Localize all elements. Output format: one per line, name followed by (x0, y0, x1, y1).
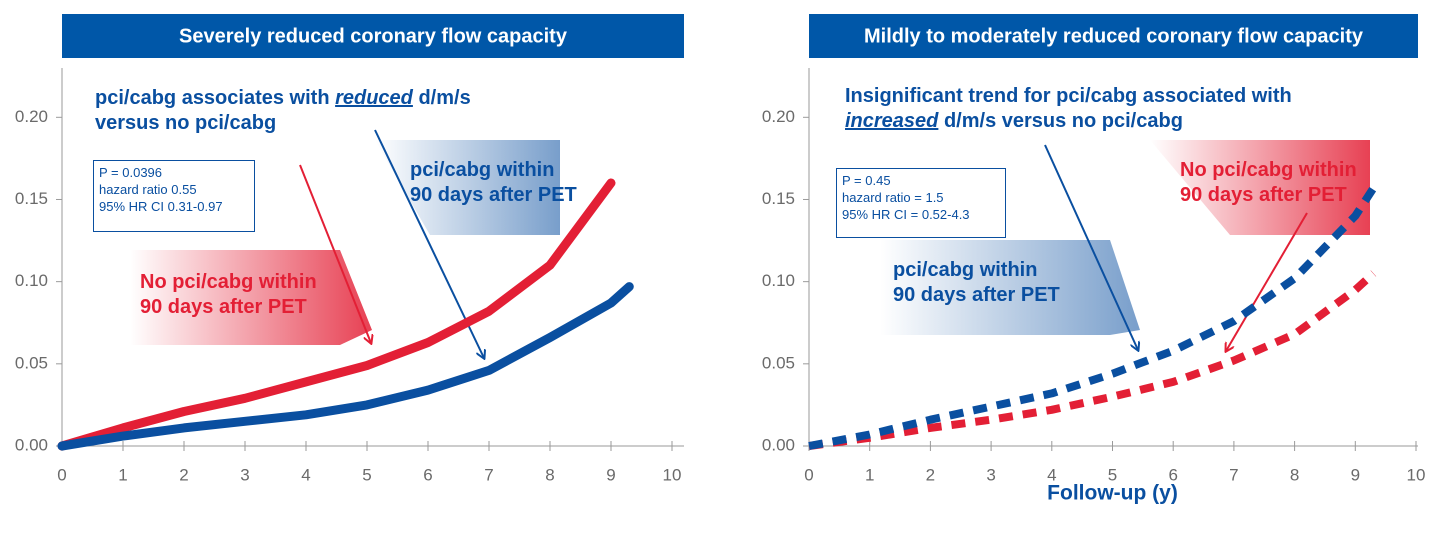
x-tick-label: 9 (1351, 465, 1360, 484)
y-tick-label: 0.20 (762, 107, 795, 126)
arrow (299, 164, 371, 343)
series-line (57, 178, 616, 451)
annotation: pci/cabg associates with reduced d/m/s v… (95, 86, 520, 136)
annotation-part: d/m/s versus no pci/cabg (95, 87, 471, 134)
x-tick-label: 5 (362, 465, 371, 484)
y-tick-label: 0.05 (15, 353, 48, 372)
x-tick-label: 9 (606, 465, 615, 484)
x-axis-title: Follow-up (y) (1047, 482, 1178, 505)
x-tick-label: 6 (423, 465, 432, 484)
x-tick-label: 4 (1047, 465, 1056, 484)
annotation: Insignificant trend for pci/cabg associa… (845, 84, 1315, 134)
annotation-part: reduced (335, 87, 413, 109)
annotation-part: pci/cabg associates with (95, 87, 330, 109)
stats-line: 95% HR CI 0.31-0.97 (99, 199, 223, 214)
x-tick-label: 6 (1168, 465, 1177, 484)
annotation-part: d/m/s versus no pci/cabg (943, 110, 1183, 132)
series-label: pci/cabg within 90 days after PET (893, 259, 1060, 306)
series-line (808, 185, 1377, 450)
y-tick-label: 0.00 (762, 435, 795, 454)
y-tick-label: 0.15 (15, 189, 48, 208)
stats-line: 95% HR CI = 0.52-4.3 (842, 207, 970, 222)
stats-box: P = 0.0396 hazard ratio 0.55 95% HR CI 0.3… (93, 160, 255, 232)
label-background (375, 140, 560, 235)
stats-line: hazard ratio = 1.5 (842, 190, 944, 205)
x-tick-label: 0 (57, 465, 66, 484)
series-label: No pci/cabg within 90 days after PET (140, 271, 317, 318)
x-tick-label: 10 (1407, 465, 1426, 484)
x-tick-label: 5 (1108, 465, 1117, 484)
y-tick-label: 0.15 (762, 189, 795, 208)
y-tick-label: 0.10 (15, 271, 48, 290)
x-tick-label: 4 (301, 465, 310, 484)
label-background (130, 250, 372, 345)
x-tick-label: 10 (663, 465, 682, 484)
x-tick-label: 2 (926, 465, 935, 484)
y-tick-label: 0.05 (762, 353, 795, 372)
series-label: pci/cabg within 90 days after PET (410, 159, 577, 206)
chart-title: Severely reduced coronary flow capacity (179, 25, 568, 47)
series-label: No pci/cabg within 90 days after PET (1180, 159, 1357, 206)
stats-line: P = 0.45 (842, 173, 891, 188)
annotation-part: Insignificant trend for pci/cabg associa… (845, 85, 1292, 107)
series-line (808, 270, 1377, 450)
arrow (1226, 212, 1308, 351)
y-tick-label: 0.20 (15, 107, 48, 126)
stats-box: P = 0.45 hazard ratio = 1.5 95% HR CI = 0.… (836, 168, 1006, 238)
label-background (1150, 140, 1370, 235)
y-tick-label: 0.10 (762, 271, 795, 290)
x-tick-label: 7 (484, 465, 493, 484)
title-bar (62, 14, 684, 58)
chart-title: Mildly to moderately reduced coronary fl… (864, 25, 1364, 47)
title-bar (809, 14, 1418, 58)
x-tick-label: 1 (865, 465, 874, 484)
stats-line: hazard ratio 0.55 (99, 182, 197, 197)
y-tick-label: 0.00 (15, 435, 48, 454)
x-tick-label: 2 (179, 465, 188, 484)
annotation-part: increased (845, 110, 939, 132)
x-tick-label: 3 (986, 465, 995, 484)
label-backgrounds (130, 140, 1370, 345)
x-tick-label: 0 (804, 465, 813, 484)
x-tick-label: 3 (240, 465, 249, 484)
series-line (57, 282, 634, 451)
x-tick-label: 8 (545, 465, 554, 484)
label-background (880, 240, 1140, 335)
x-tick-label: 7 (1229, 465, 1238, 484)
arrow (1044, 144, 1138, 350)
x-tick-label: 1 (118, 465, 127, 484)
stats-line: P = 0.0396 (99, 165, 163, 180)
x-tick-label: 8 (1290, 465, 1299, 484)
